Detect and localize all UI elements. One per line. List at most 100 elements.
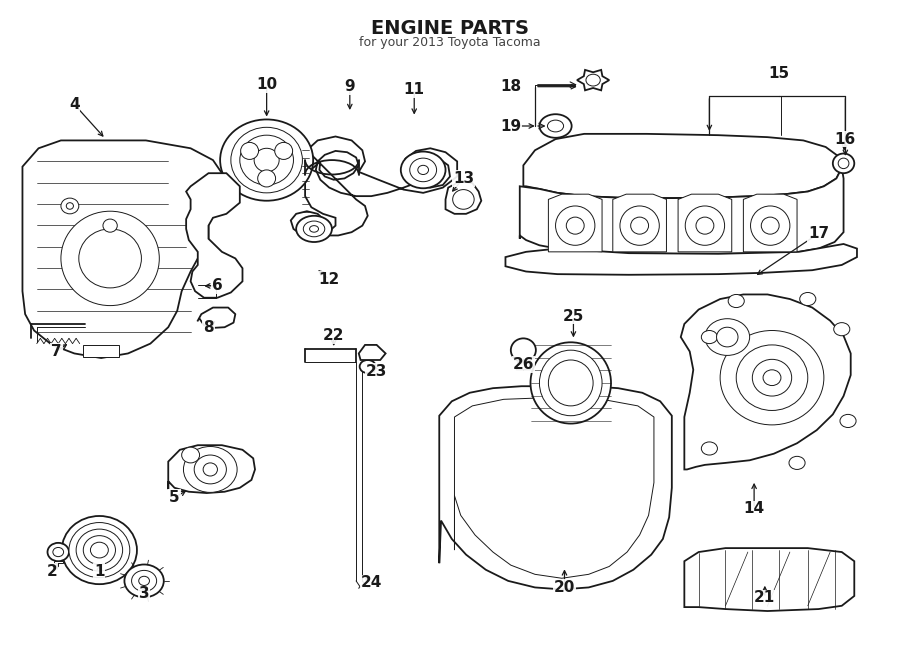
Ellipse shape (67, 203, 74, 210)
Ellipse shape (400, 151, 446, 188)
Ellipse shape (840, 414, 856, 428)
Ellipse shape (530, 342, 611, 424)
Text: 24: 24 (361, 575, 382, 590)
Ellipse shape (76, 529, 122, 571)
Ellipse shape (103, 219, 117, 232)
Ellipse shape (832, 153, 854, 173)
Text: 16: 16 (834, 132, 856, 147)
Ellipse shape (566, 217, 584, 234)
Text: 4: 4 (69, 97, 79, 112)
Ellipse shape (240, 142, 258, 159)
Ellipse shape (239, 136, 293, 185)
Text: 15: 15 (769, 66, 789, 81)
Text: 13: 13 (453, 171, 474, 186)
Text: 20: 20 (554, 580, 575, 595)
Ellipse shape (274, 142, 292, 159)
Ellipse shape (728, 294, 744, 307)
Ellipse shape (53, 547, 64, 557)
Text: 26: 26 (513, 357, 534, 372)
Polygon shape (84, 345, 119, 357)
Ellipse shape (84, 535, 115, 564)
Polygon shape (684, 548, 854, 611)
Polygon shape (446, 181, 482, 214)
Polygon shape (186, 173, 242, 297)
Text: 5: 5 (169, 490, 180, 505)
Polygon shape (680, 294, 850, 469)
Ellipse shape (139, 576, 149, 586)
Ellipse shape (184, 447, 237, 492)
Ellipse shape (620, 206, 660, 245)
Text: 1: 1 (94, 564, 104, 579)
Ellipse shape (555, 206, 595, 245)
Ellipse shape (696, 217, 714, 234)
Ellipse shape (789, 456, 806, 469)
Polygon shape (523, 134, 842, 198)
Ellipse shape (548, 360, 593, 406)
Ellipse shape (736, 345, 808, 410)
Text: 2: 2 (47, 564, 58, 579)
Ellipse shape (716, 327, 738, 347)
Ellipse shape (79, 229, 141, 288)
Text: 18: 18 (500, 79, 521, 94)
Ellipse shape (453, 190, 474, 210)
Ellipse shape (800, 292, 815, 305)
Polygon shape (577, 70, 609, 91)
Text: 14: 14 (743, 501, 765, 516)
Text: 3: 3 (139, 586, 149, 602)
Text: 11: 11 (404, 82, 425, 97)
Ellipse shape (511, 338, 536, 362)
Polygon shape (548, 194, 602, 252)
Text: 10: 10 (256, 77, 277, 92)
Polygon shape (743, 194, 797, 252)
Ellipse shape (62, 516, 137, 584)
Ellipse shape (257, 170, 275, 187)
Ellipse shape (61, 198, 79, 214)
Polygon shape (678, 194, 732, 252)
Polygon shape (359, 345, 385, 360)
Ellipse shape (720, 330, 824, 425)
Ellipse shape (69, 523, 130, 578)
Ellipse shape (48, 543, 69, 561)
Ellipse shape (763, 369, 781, 385)
Polygon shape (439, 386, 671, 590)
Ellipse shape (752, 360, 792, 396)
Ellipse shape (220, 120, 313, 201)
Ellipse shape (131, 570, 157, 592)
Text: 15: 15 (769, 66, 789, 81)
Ellipse shape (539, 114, 572, 137)
Polygon shape (520, 168, 843, 254)
Ellipse shape (410, 158, 436, 182)
Ellipse shape (203, 463, 218, 476)
Text: 23: 23 (366, 364, 387, 379)
Polygon shape (22, 140, 222, 358)
Ellipse shape (124, 564, 164, 598)
Text: ENGINE PARTS: ENGINE PARTS (371, 19, 529, 38)
Ellipse shape (182, 447, 200, 463)
Polygon shape (517, 362, 530, 369)
Ellipse shape (194, 455, 227, 484)
Ellipse shape (586, 74, 600, 86)
Ellipse shape (631, 217, 649, 234)
Polygon shape (291, 136, 457, 237)
Ellipse shape (838, 158, 849, 169)
Polygon shape (168, 446, 255, 493)
Polygon shape (506, 244, 857, 275)
Polygon shape (613, 194, 667, 252)
Ellipse shape (547, 120, 563, 132)
Ellipse shape (701, 330, 717, 344)
Ellipse shape (254, 148, 279, 172)
Text: 12: 12 (319, 272, 340, 287)
Text: 6: 6 (212, 278, 223, 293)
Text: 17: 17 (808, 226, 829, 241)
Text: 21: 21 (754, 590, 776, 605)
Ellipse shape (90, 542, 108, 558)
Ellipse shape (685, 206, 724, 245)
Ellipse shape (310, 225, 319, 232)
Polygon shape (54, 561, 63, 563)
Ellipse shape (231, 128, 302, 193)
Ellipse shape (539, 350, 602, 416)
Text: 9: 9 (345, 79, 356, 94)
Ellipse shape (705, 319, 750, 356)
Ellipse shape (61, 212, 159, 305)
Ellipse shape (761, 217, 779, 234)
